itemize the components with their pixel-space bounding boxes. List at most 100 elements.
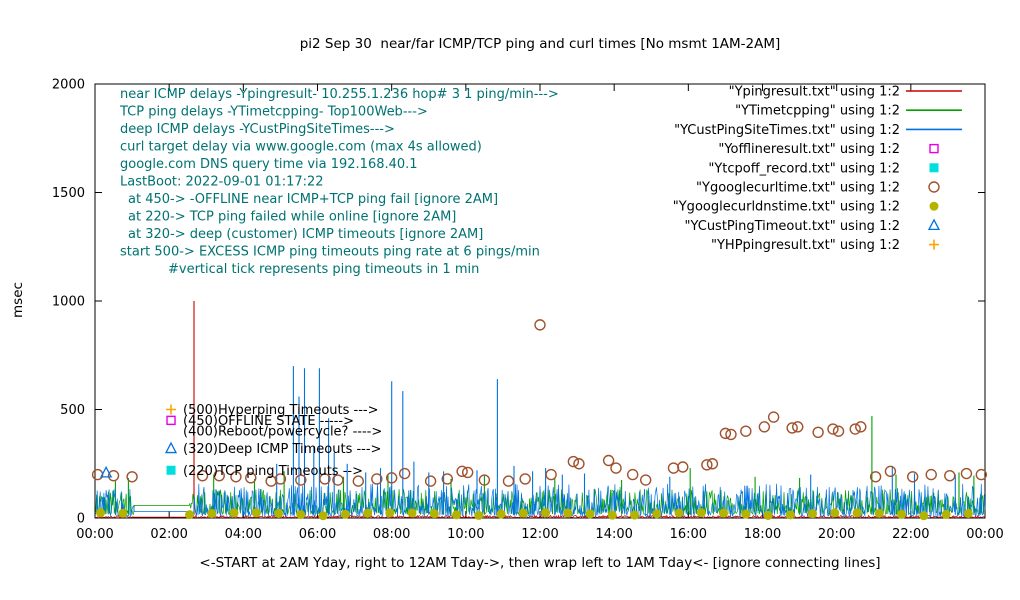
series-Ygooglecurltime [91,319,987,487]
Ygooglecurltime-point [849,423,861,435]
Ygooglecurltime-point [855,421,867,433]
Ygooglecurldnstime-point [518,508,528,518]
key-plus [166,404,177,415]
y-tick-label: 2000 [52,78,85,93]
Ygooglecurldnstime-point [585,509,595,519]
annotation-line: near ICMP delays -Ypingresult- 10.255.1.… [120,87,559,102]
Ygooglecurldnstime-point [741,509,751,519]
Ygooglecurltime-point [245,472,257,484]
x-axis: 00:00 02:00 04:00 06:00 08:00 10:00 12:00 14:00… [76,84,1004,542]
series-Ygooglecurldnstime [96,508,973,521]
Ygooglecurltime-point [352,475,364,487]
Ygooglecurltime-point [385,472,398,484]
Ygooglecurldnstime-point [251,508,261,518]
Ygooglecurltime-point [740,425,752,437]
Ygooglecurltime-point [719,427,732,440]
Ygooglecurldnstime-point [340,509,350,519]
annotation-line: LastBoot: 2022-09-01 01:17:22 [120,175,324,190]
Ygooglecurltime-point [906,471,919,483]
key-annotations: (500)Hyperping Timeouts --->(450)OFFLINE… [164,403,382,479]
Ygooglecurldnstime-point [808,509,818,519]
key-annotation-text: (320)Deep ICMP Timeouts ---> [183,442,381,457]
Ygooglecurltime-point [573,458,585,470]
legend-sample [929,239,939,250]
Ygooglecurltime-point [944,469,956,482]
Ygooglecurltime-point [677,461,689,473]
legend-sample [927,218,941,231]
Ygooglecurldnstime-point [763,510,773,520]
Ygooglecurldnstime-point [385,508,395,518]
y-tick-label: 0 [77,512,85,527]
y-tick-label: 1000 [52,295,85,310]
y-axis: 0 500 1000 1500 2000 [52,78,985,527]
Ygooglecurldnstime-point [185,510,195,520]
Ygooglecurldnstime-point [118,508,128,518]
Ygooglecurldnstime-point [563,508,573,518]
Ygooglecurltime-point [519,473,531,485]
x-tick-label: 02:00 [150,527,187,542]
Ygooglecurltime-point [424,475,437,487]
annotation-line: TCP ping delays -YTimetcpping- Top100Web… [119,105,428,120]
legend-label: "YTimetcpping" using 1:2 [735,104,900,119]
Ygooglecurltime-point [725,428,737,441]
Ygooglecurldnstime-point [607,510,617,520]
Ygooglecurltime-point [230,471,242,483]
x-tick-label: 04:00 [225,527,262,542]
Ygooglecurltime-point [812,426,824,438]
Ygooglecurldnstime-point [318,511,328,521]
Ygooglecurltime-point [960,467,973,480]
x-tick-label: 16:00 [670,527,707,542]
Ygooglecurldnstime-point [429,509,439,519]
annotations: near ICMP delays -Ypingresult- 10.255.1.… [119,87,559,277]
x-tick-label: 06:00 [299,527,336,542]
legend-label: "Ygooglecurltime.txt" using 1:2 [696,181,900,196]
Ygooglecurldnstime-point [719,508,729,518]
Ygooglecurltime-point [602,454,615,467]
series-YCustPingSiteTimes [94,366,986,518]
Ygooglecurltime-point [701,459,713,471]
Ygooglecurltime-point [319,473,331,485]
y-tick-label: 500 [60,403,85,418]
Ygooglecurltime-point [667,462,680,474]
chart-title: pi2 Sep 30 near/far ICMP/TCP ping and cu… [299,36,781,52]
y-tick-label: 1500 [52,186,85,201]
x-tick-label: 20:00 [818,527,855,542]
legend-label: "Ytcpoff_record.txt" using 1:2 [708,161,900,176]
Ygooglecurldnstime-point [207,509,217,519]
Ygooglecurldnstime-point [919,511,929,521]
legend-label: "YHPpingresult.txt" using 1:2 [711,238,900,253]
Ygooglecurltime-point [545,468,557,481]
Ygooglecurldnstime-point [496,509,506,519]
legend: "Ypingresult.txt" using 1:2 "YTimetcpping… [673,85,962,253]
legend-label: "Yofflineresult.txt" using 1:2 [718,142,900,157]
Ygooglecurltime-point [107,469,120,482]
Ygooglecurldnstime-point [897,509,907,519]
annotation-line: at 320-> deep (customer) ICMP timeouts [… [128,227,483,242]
Ygooglecurltime-point [126,471,138,483]
Ygooglecurltime-point [213,469,225,482]
Ygooglecurltime-point [832,425,845,437]
Ygooglecurltime-point [274,473,287,485]
key-annotation-text: (450)OFFLINE STATE -----> [183,414,354,429]
Ygooglecurldnstime-point [652,509,662,519]
Ygooglecurltime-point [706,458,719,470]
Ygooglecurltime-point [456,465,468,478]
x-tick-label: 14:00 [595,527,632,542]
Ygooglecurldnstime-point [274,508,284,518]
Ygooglecurltime-point [398,467,411,480]
x-tick-label: 10:00 [447,527,484,542]
annotation-line: deep ICMP delays -YCustPingSiteTimes---> [120,122,395,137]
legend-sample [929,201,939,211]
Ygooglecurltime-point [461,466,474,479]
Ygooglecurltime-point [792,421,804,433]
Ygooglecurltime-point [627,468,639,481]
Ygooglecurltime-point [534,319,546,331]
legend-label: "Ypingresult.txt" using 1:2 [729,85,900,100]
Ygooglecurldnstime-point [674,508,684,518]
Ygooglecurltime-point [925,468,937,481]
annotation-line: at 220-> TCP ping failed while online [i… [128,210,456,225]
Ygooglecurldnstime-point [474,510,484,520]
Ygooglecurldnstime-point [852,508,862,518]
Ygooglecurldnstime-point [407,508,417,518]
